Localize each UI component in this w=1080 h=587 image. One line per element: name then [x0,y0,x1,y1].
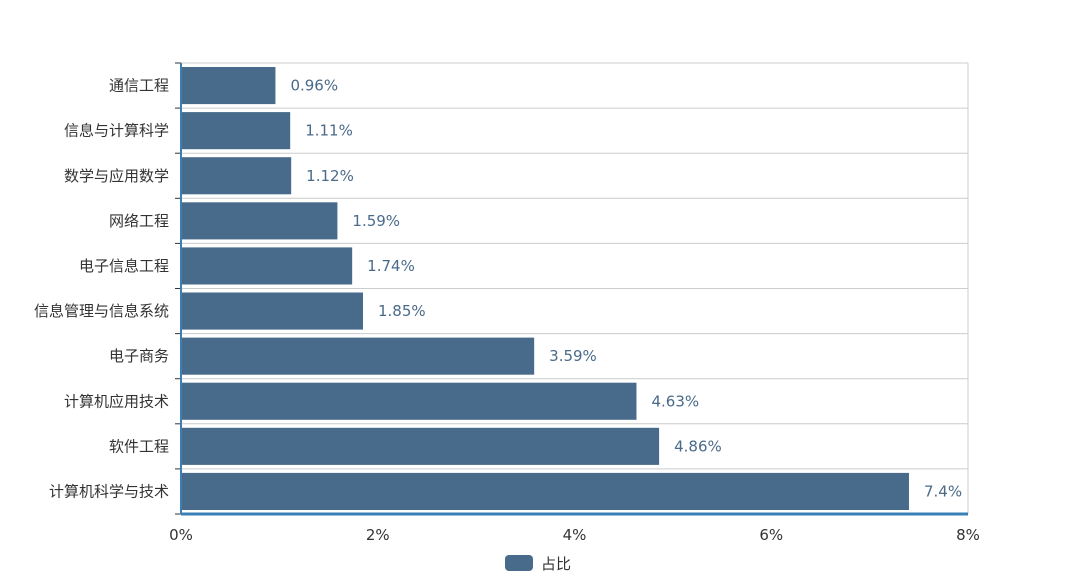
value-label: 4.63% [651,392,699,410]
value-label: 1.59% [352,212,400,230]
bar [182,202,338,240]
x-tick-label: 8% [956,526,980,544]
category-label: 通信工程 [109,77,169,95]
legend-label: 占比 [541,555,571,573]
value-label: 1.11% [305,122,353,140]
value-label: 4.86% [674,437,722,455]
legend-swatch [505,555,533,571]
category-label: 计算机应用技术 [64,392,169,410]
value-label: 1.74% [367,257,415,275]
bar [182,247,353,285]
bar [182,382,637,420]
category-label: 电子商务 [109,347,169,365]
category-label: 网络工程 [109,212,169,230]
value-label: 7.4% [924,482,962,500]
x-tick-label: 2% [366,526,390,544]
bar [182,157,292,195]
bar [182,67,276,105]
bar [182,427,660,465]
category-label: 数学与应用数学 [64,167,169,185]
category-label: 软件工程 [109,437,169,455]
bar [182,472,909,510]
bar [182,292,363,330]
bar [182,112,291,150]
bar [182,337,535,375]
value-label: 1.85% [378,302,426,320]
x-tick-label: 0% [169,526,193,544]
category-label: 信息管理与信息系统 [34,302,169,320]
value-label: 3.59% [549,347,597,365]
category-label: 信息与计算科学 [64,122,169,140]
category-label: 计算机科学与技术 [49,482,169,500]
category-label: 电子信息工程 [79,257,169,275]
value-label: 1.12% [306,167,354,185]
value-label: 0.96% [290,77,338,95]
x-tick-label: 4% [563,526,587,544]
x-tick-label: 6% [759,526,783,544]
